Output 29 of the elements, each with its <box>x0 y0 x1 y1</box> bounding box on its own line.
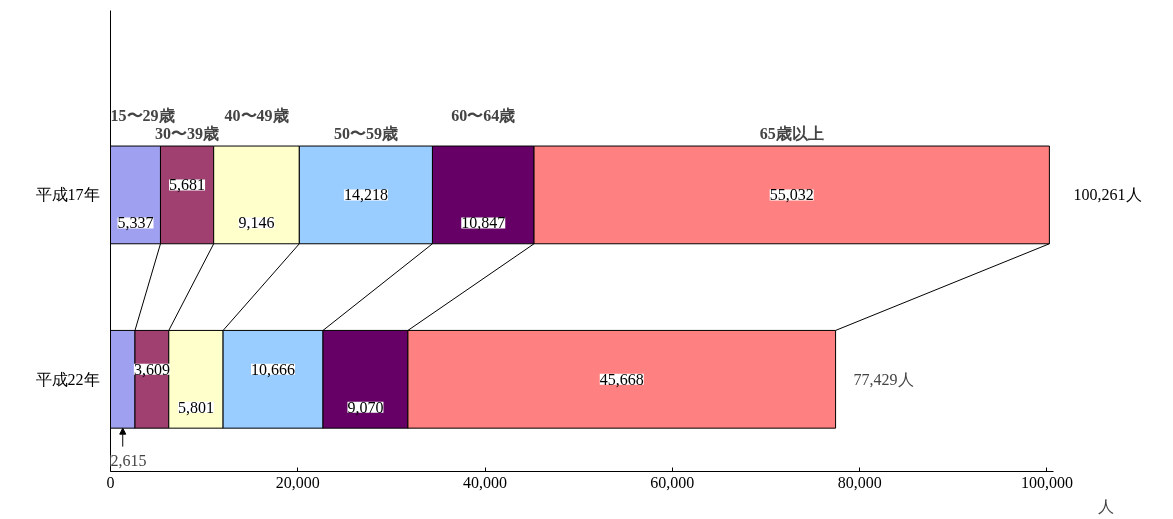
total-label: 77,429人 <box>853 370 914 388</box>
total-label: 100,261人 <box>1073 186 1142 204</box>
x-tick-label: 80,000 <box>837 473 882 491</box>
y-tick-label: 平成17年 <box>35 186 100 204</box>
data-label: 14,218 <box>343 186 388 204</box>
data-label: 5,801 <box>177 398 214 416</box>
x-tick-label: 60,000 <box>650 473 695 491</box>
x-tick-label: 0 <box>106 473 115 491</box>
series-label: 15〜29歳 <box>110 107 175 125</box>
data-label: 5,681 <box>169 176 206 194</box>
data-label: 10,847 <box>461 214 506 232</box>
data-label: 55,032 <box>769 186 814 204</box>
x-tick-label: 100,000 <box>1020 473 1073 491</box>
data-label: 2,615 <box>110 452 147 470</box>
data-label: 3,609 <box>133 360 170 378</box>
series-label: 40〜49歳 <box>224 107 289 125</box>
data-label: 9,146 <box>238 214 275 232</box>
y-tick-label: 平成22年 <box>35 370 100 388</box>
x-tick-label: 40,000 <box>463 473 508 491</box>
data-label: 45,668 <box>599 370 644 388</box>
data-label: 10,666 <box>251 360 296 378</box>
x-axis-title: 人 <box>1097 497 1114 515</box>
data-label: 9,070 <box>347 398 384 416</box>
data-label: 5,337 <box>117 214 154 232</box>
series-label: 60〜64歳 <box>451 107 516 125</box>
series-label: 50〜59歳 <box>333 125 398 143</box>
series-label: 65歳以上 <box>759 125 824 143</box>
x-tick-label: 20,000 <box>275 473 320 491</box>
series-label: 30〜39歳 <box>155 125 220 143</box>
